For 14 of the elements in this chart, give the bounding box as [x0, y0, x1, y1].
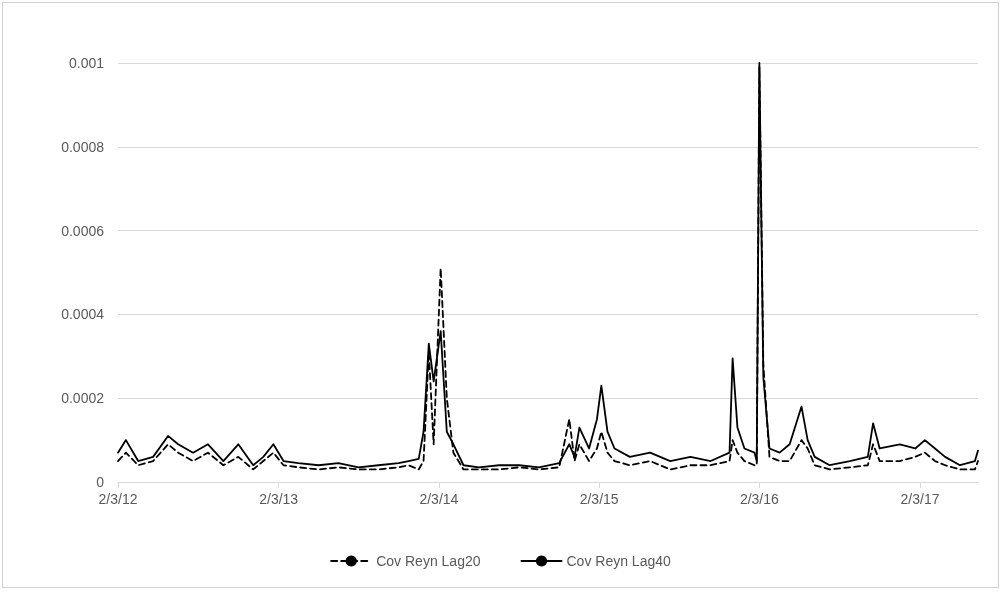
y-tick-label: 0.0004 [61, 306, 105, 323]
x-tick-label: 2/3/12 [98, 491, 138, 507]
y-tick-label: 0.0006 [61, 222, 105, 239]
y-tick-label: 0 [96, 474, 105, 490]
x-tick-label: 2/3/13 [259, 491, 299, 507]
x-tick-label: 2/3/16 [739, 491, 780, 507]
y-tick-label: 0.0008 [61, 138, 105, 155]
x-tick-label: 2/3/14 [419, 491, 459, 507]
legend-label: Cov Reyn Lag20 [376, 553, 481, 569]
x-tick-label: 2/3/17 [900, 491, 940, 507]
y-tick-label: 0.0002 [61, 390, 105, 407]
y-tick-label: 0.001 [68, 55, 105, 71]
x-tick-label: 2/3/15 [579, 491, 619, 507]
legend-label: Cov Reyn Lag40 [566, 553, 671, 569]
